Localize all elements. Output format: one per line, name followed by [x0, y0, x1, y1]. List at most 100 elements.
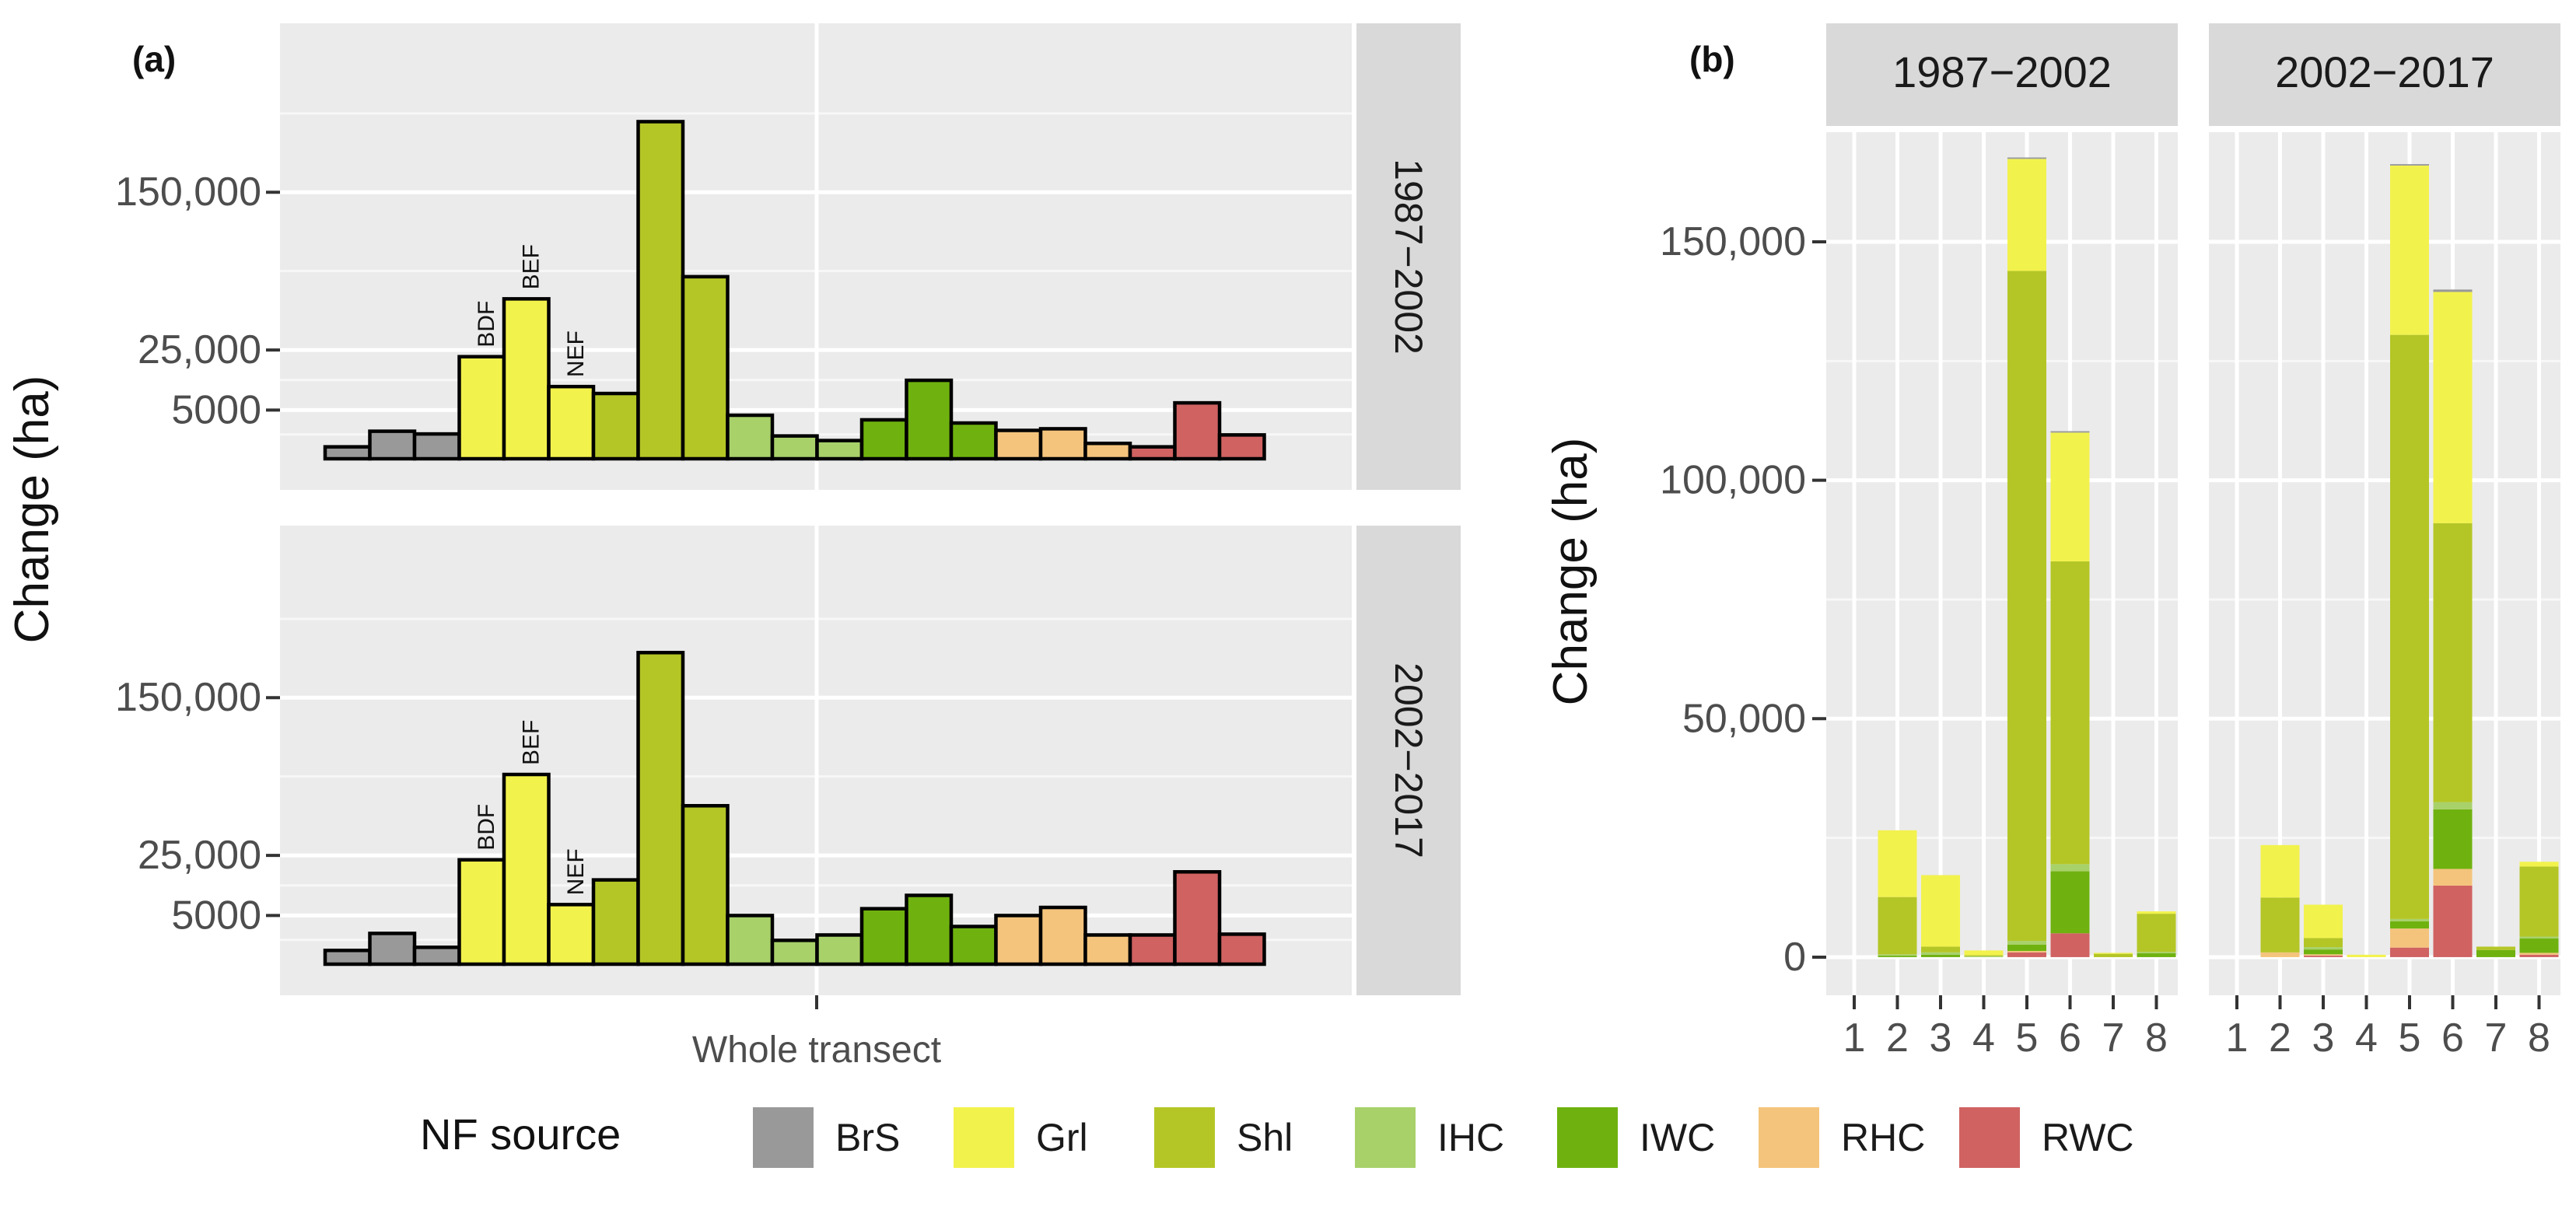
legend-swatch-rwc: [1959, 1107, 2020, 1168]
panel-a-bar: [1083, 441, 1132, 461]
panel-a-bar-annotation: BEF: [518, 720, 544, 765]
panel-b-x-tick-label: 7: [2102, 1015, 2125, 1061]
panel-b-bar-segment-shl: [2050, 561, 2090, 865]
panel-a-bar: [591, 391, 640, 461]
legend-label-rwc: RWC: [2042, 1116, 2134, 1159]
panel-b-bar-segment-iwc: [2519, 939, 2559, 953]
panel-b-x-tick-label: 6: [2441, 1015, 2464, 1061]
panel-b-bar-segment-grl: [2007, 159, 2046, 271]
panel-a-bar: [636, 120, 685, 461]
panel-a-bar: [681, 804, 730, 967]
panel-a-y-axis-label: Change (ha): [5, 376, 59, 644]
panel-a-y-tick-label: 25,000: [138, 327, 261, 372]
legend-swatch-brs: [753, 1107, 814, 1168]
panel-a-bar: [1128, 445, 1177, 461]
panel-b-bar-segment-brs: [2007, 157, 2046, 159]
panel-a-bar: [994, 428, 1043, 461]
panel-b-bar-segment-ihc: [1921, 952, 1960, 955]
panel-b-bar-segment-iwc: [2390, 921, 2429, 929]
panel-a-bar-annotation: NEF: [563, 330, 589, 377]
panel-a-bar: [502, 297, 551, 461]
panel-a-bar: [681, 274, 730, 461]
panel-a-bar: [368, 429, 417, 461]
panel-b-x-tick-label: 3: [1930, 1015, 1952, 1061]
panel-b-bar-segment-rhc: [2390, 928, 2429, 948]
panel-b-bar-segment-brs: [2390, 164, 2429, 166]
panel-b-bar-segment-iwc: [2433, 809, 2473, 869]
panel-b-label: (b): [1689, 39, 1735, 79]
panel-a-bar: [726, 914, 775, 967]
panel-b-bar-segment-shl: [2137, 914, 2176, 953]
panel-a-y-tick-label: 150,000: [115, 675, 261, 720]
panel-a-label: (a): [132, 39, 176, 79]
panel-a-bar-annotation: BDF: [474, 804, 499, 851]
panel-a-bar: [412, 946, 461, 967]
panel-a-y-tick-label: 25,000: [138, 833, 261, 878]
panel-b-bar-segment-shl: [2260, 897, 2300, 953]
panel-b-bar-segment-grl: [1878, 830, 1917, 897]
panel-a-bar: [636, 651, 685, 967]
panel-a-bar: [726, 413, 775, 461]
panel-a-bar: [949, 925, 998, 967]
panel-b-bar-segment-ihc: [2137, 952, 2176, 954]
panel-b-x-tick-label: 5: [2399, 1015, 2421, 1061]
panel-b-facet-2-strip: [2209, 23, 2560, 126]
panel-a-bar: [323, 949, 372, 967]
panel-a-bar: [1173, 400, 1222, 461]
panel-b-bar-segment-iwc: [2050, 871, 2090, 934]
panel-b-bar-segment-ihc: [2050, 864, 2090, 872]
panel-b-bar-segment-grl: [1964, 950, 2004, 956]
panel-a-bar: [547, 903, 596, 967]
panel-b-bar-segment-grl: [2519, 862, 2559, 867]
panel-a-bar: [1083, 933, 1132, 967]
panel-b-bar-segment-iwc: [1878, 956, 1917, 957]
legend: NF source BrS Grl Shl IHC IWC RHC RWC: [420, 1107, 2134, 1168]
panel-b-bar-segment-shl: [2094, 953, 2133, 957]
panel-b-bar-segment-grl: [2433, 292, 2473, 523]
panel-a-bar: [502, 772, 551, 967]
panel-b-x-tick-label: 1: [2226, 1015, 2249, 1061]
legend-label-iwc: IWC: [1640, 1116, 1715, 1159]
legend-label-ihc: IHC: [1437, 1116, 1504, 1159]
panel-a-bar: [905, 378, 954, 461]
panel-a-bar: [591, 878, 640, 967]
panel-b-bar-segment-rwc: [2519, 954, 2559, 957]
panel-b-bar-segment-brs: [2050, 431, 2090, 433]
panel-b-bar-segment-ihc: [1878, 954, 1917, 956]
panel-b-bar-segment-rhc: [2007, 950, 2046, 953]
legend-swatch-grl: [954, 1107, 1014, 1168]
panel-b-x-tick-label: 2: [1886, 1015, 1909, 1061]
panel-b-bar-segment-rwc: [2050, 933, 2090, 957]
panel-b-bar-segment-shl: [1964, 955, 2004, 956]
legend-label-rhc: RHC: [1841, 1116, 1925, 1159]
panel-b-bar-segment-rwc: [2390, 947, 2429, 957]
legend-swatch-iwc: [1557, 1107, 1618, 1168]
panel-b-bar-segment-iwc: [2304, 949, 2343, 955]
panel-b-y-tick-label: 0: [1783, 935, 1806, 980]
panel-b-bar-segment-rwc: [2304, 956, 2343, 957]
panel-b-x-tick-label: 5: [2016, 1015, 2039, 1061]
panel-a-bar: [949, 421, 998, 461]
panel-b-y-axis-label: Change (ha): [1544, 438, 1598, 706]
panel-b: 1987−2002 2002−2017 1 2 3 4 5 6 7 8 1 2 3 4 5 6 7 8050,…: [1544, 23, 2560, 1061]
panel-b-bar-segment-shl: [1921, 946, 1960, 953]
panel-b-bar-segment-ihc: [2007, 941, 2046, 945]
panel-b-bar-segment-shl: [2007, 271, 2046, 942]
panel-b-bar-segment-grl: [2137, 911, 2176, 914]
panel-a-bar: [457, 355, 506, 461]
panel-a-bar: [1038, 427, 1087, 461]
panel-a-bar-annotation: BDF: [474, 301, 499, 348]
panel-a-bar: [815, 933, 864, 967]
panel-a-facet-1-strip: [1356, 23, 1461, 490]
panel-a-facet-2-strip: [1356, 526, 1461, 995]
panel-a-bar: [368, 932, 417, 967]
panel-a-x-axis-label: Whole transect: [692, 1029, 941, 1071]
panel-b-bar-segment-rhc: [2260, 952, 2300, 957]
panel-b-x-tick-label: 3: [2312, 1015, 2335, 1061]
panel-b-bar-segment-shl: [2304, 938, 2343, 948]
panel-b-bar-segment-rwc: [2433, 885, 2473, 957]
panel-a-bar-annotation: BEF: [518, 244, 544, 289]
panel-b-bar-segment-rhc: [2433, 869, 2473, 886]
panel-b-bar-segment-shl: [2433, 523, 2473, 802]
legend-label-brs: BrS: [835, 1116, 900, 1159]
